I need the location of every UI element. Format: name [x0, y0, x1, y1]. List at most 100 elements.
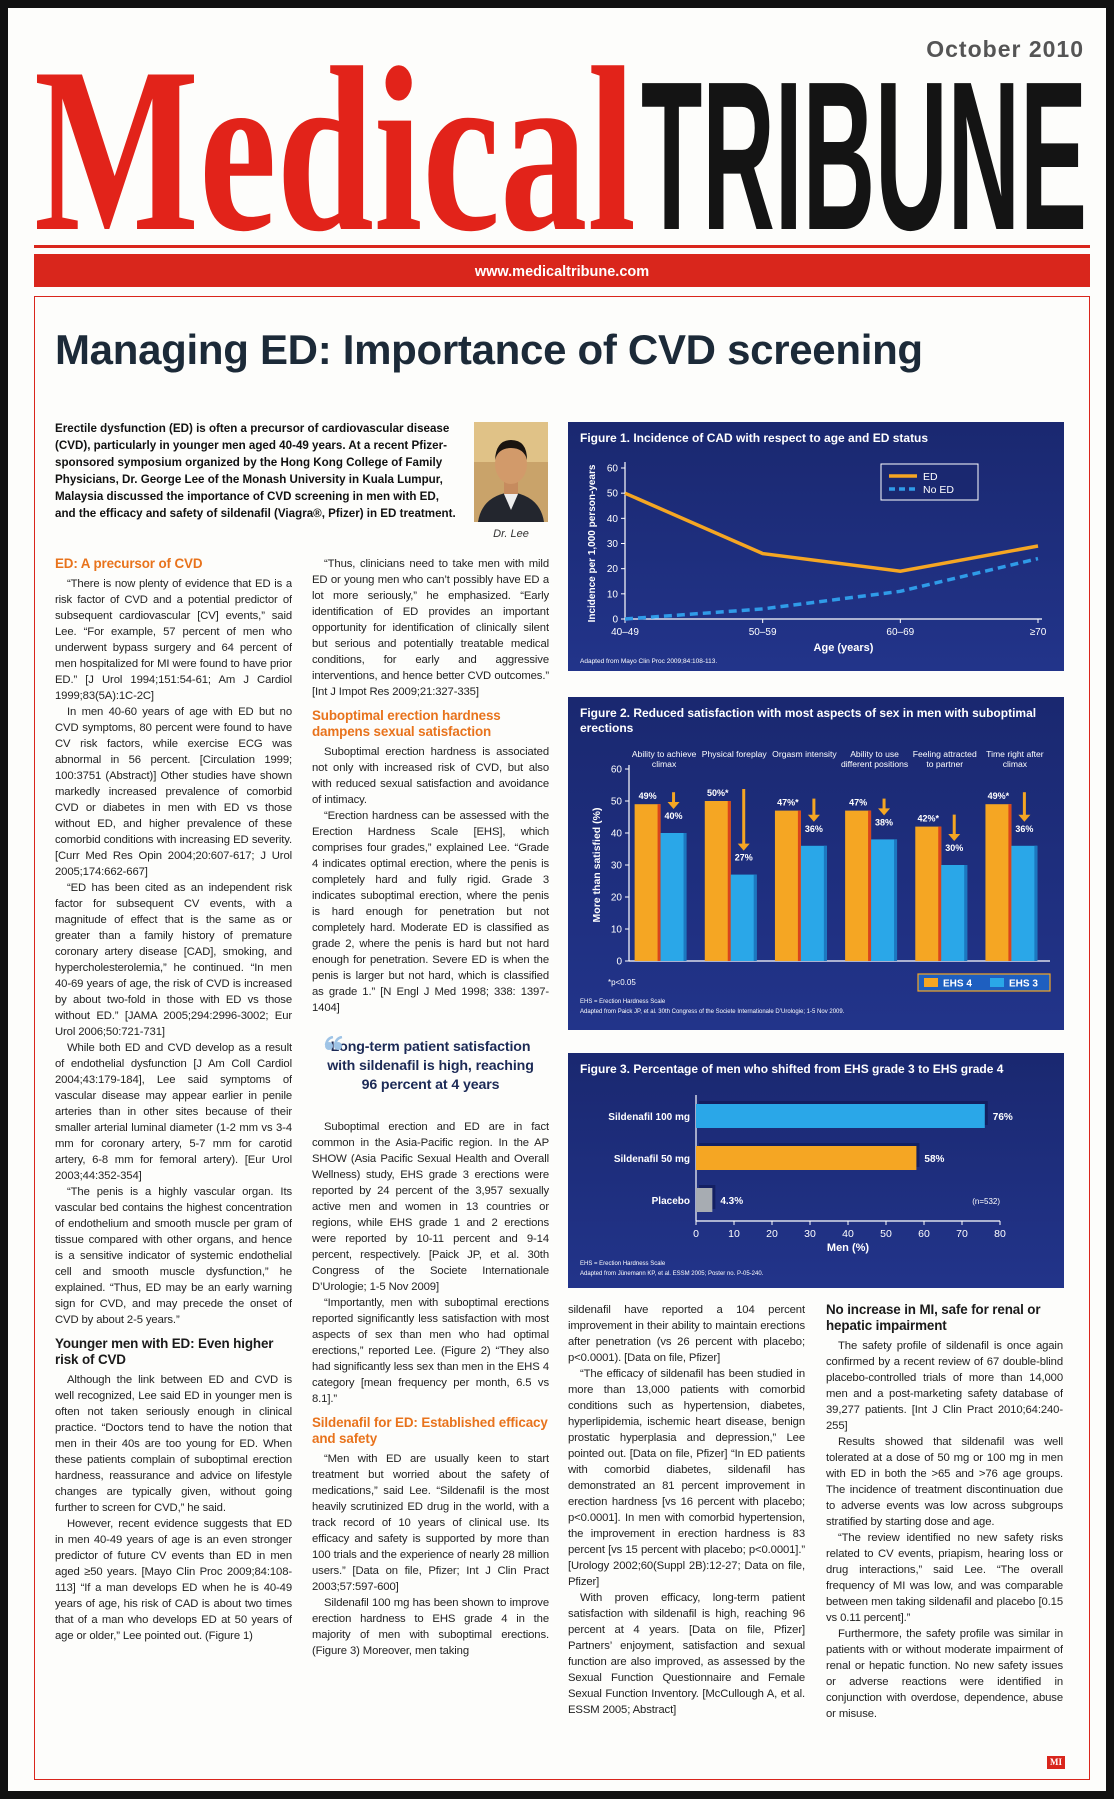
note: Adapted from Paick JP, et al. 30th Congr… [580, 1009, 845, 1015]
x-tick-label: 60–69 [886, 627, 914, 638]
paragraph: Suboptimal erection and ED are in fact c… [312, 1121, 549, 1293]
value-label: 76% [993, 1112, 1013, 1123]
paragraph: In men 40-60 years of age with ED but no… [55, 706, 292, 878]
paragraph: “Erection hardness can be assessed with … [312, 810, 549, 1014]
headline: Managing ED: Importance of CVD screening [55, 326, 923, 373]
bar-side [938, 826, 942, 961]
bar [730, 874, 757, 961]
note: Adapted from Jünemann KP, et al. ESSM 20… [580, 1271, 764, 1277]
paragraph: Furthermore, the safety profile was simi… [826, 1628, 1063, 1720]
logo: MI [1047, 1756, 1065, 1769]
bar [696, 1104, 985, 1128]
y-axis-label: More than satisfied (%) [591, 808, 603, 923]
column: “Thus, clinicians need to take men with … [312, 556, 549, 1768]
article-frame [34, 296, 1090, 1780]
note: EHS = Erection Hardness Scale [580, 1261, 666, 1267]
arrow-head [948, 834, 961, 841]
legend-swatch [924, 978, 938, 987]
arrow-head [737, 843, 750, 851]
paragraph: “ED has been cited as an independent ris… [55, 882, 292, 1038]
bar-side [797, 810, 801, 961]
value-label: 4.3% [720, 1196, 743, 1207]
paragraph: “The review identified no new safety ris… [826, 1532, 1063, 1624]
legend-label: No ED [923, 484, 954, 496]
paragraph: The safety profile of sildenafil is once… [826, 1340, 1063, 1432]
chart-title: Figure 3. Percentage of men who shifted … [580, 1062, 1004, 1076]
note: *p<0.05 [608, 978, 636, 987]
masthead: October 2010 Medical TRIBUNE www.medical… [34, 20, 1090, 287]
series-line [624, 556, 1039, 621]
y-tick-label: 40 [607, 514, 619, 525]
paragraph: Although the link between ED and CVD is … [55, 1374, 292, 1514]
quote-icon [324, 1036, 343, 1050]
photo-caption: Dr. Lee [493, 528, 529, 540]
x-tick-label: 10 [728, 1228, 740, 1240]
value-label: 36% [1015, 824, 1033, 834]
y-tick-label: 0 [612, 615, 618, 626]
y-tick-label: 10 [611, 925, 623, 936]
paragraph: Suboptimal erection hardness is associat… [312, 746, 549, 806]
bar-side [823, 845, 827, 961]
x-tick-label: ≥70 [1030, 627, 1047, 638]
paragraph: “Importantly, men with suboptimal erecti… [312, 1297, 549, 1405]
value-label: 27% [735, 853, 753, 863]
value-label: 49% [639, 791, 657, 801]
arrow-head [667, 802, 680, 809]
masthead-medical: Medical [34, 20, 636, 281]
bar-side [1008, 804, 1012, 961]
subheading: Suboptimal erection hardness dampens sex… [312, 708, 501, 739]
paragraph: Sildenafil 100 mg has been shown to impr… [312, 1597, 549, 1657]
bar [915, 826, 942, 961]
bar-side [727, 801, 731, 961]
chart-title: Figure 1. Incidence of CAD with respect … [580, 431, 929, 445]
chart: 0 10 20 30 40 50 60 49% 40% 50%* 27% 47%* 36% 47% 38% 4… [580, 765, 1051, 1015]
bar [800, 845, 827, 961]
y-axis-label: Incidence per 1,000 person-years [587, 464, 598, 622]
bar-side [894, 839, 898, 961]
paragraph: However, recent evidence suggests that E… [55, 1518, 292, 1642]
y-tick-label: 40 [611, 829, 623, 840]
arrow-head [1018, 814, 1031, 822]
y-tick-label: 0 [616, 957, 622, 968]
y-tick-label: 30 [607, 539, 619, 550]
x-tick-label: 40–49 [611, 627, 639, 638]
value-label: 50%* [707, 788, 729, 798]
category-label: Feeling attracted to partner [912, 749, 977, 769]
url-bar [34, 254, 1090, 287]
subheading: Younger men with ED: Even higher risk of… [55, 1336, 274, 1367]
bar [1011, 845, 1038, 961]
legend-label: EHS 3 [1009, 979, 1038, 990]
category-label: Time right after climax [986, 749, 1044, 769]
paragraph: “The efficacy of sildenafil has been stu… [568, 1368, 805, 1588]
issue-date: October 2010 [926, 36, 1084, 62]
bar [774, 810, 801, 961]
category-label: Orgasm intensity [772, 749, 837, 759]
bar-side [683, 833, 687, 961]
category-label: Ability to use different positions [840, 749, 909, 769]
value-label: 42%* [918, 814, 940, 824]
bar [704, 801, 731, 961]
category-label: Sildenafil 50 mg [614, 1154, 690, 1165]
value-label: 47%* [777, 798, 799, 808]
bar [871, 839, 898, 961]
y-tick-label: 20 [607, 564, 619, 575]
bar [660, 833, 687, 961]
x-axis-label: Age (years) [814, 642, 874, 654]
x-tick-label: 20 [766, 1228, 778, 1240]
bar-side [753, 874, 757, 961]
paragraph: While both ED and CVD develop as a resul… [55, 1042, 292, 1182]
intro: Erectile dysfunction (ED) is often a pre… [55, 422, 456, 520]
value-label: 40% [665, 811, 683, 821]
bar-side [1034, 845, 1038, 961]
subheading: ED: A precursor of CVD [55, 556, 203, 571]
column: sildenafil have reported a 104 percent i… [568, 1302, 805, 1768]
bar [696, 1146, 917, 1170]
y-tick-label: 30 [611, 861, 623, 872]
column: ED: A precursor of CVD “There is now plen… [55, 556, 292, 1768]
note: EHS = Erection Hardness Scale [580, 999, 666, 1005]
y-tick-label: 50 [611, 797, 623, 808]
x-tick-label: 30 [804, 1228, 816, 1240]
bar [941, 865, 968, 961]
